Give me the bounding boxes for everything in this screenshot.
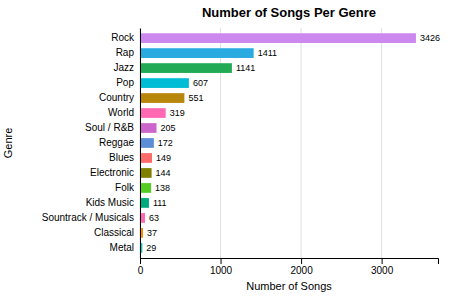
tick-label: Blues <box>109 152 134 163</box>
data-label: 29 <box>146 243 156 253</box>
data-label: 1141 <box>236 63 255 73</box>
bar <box>140 153 152 163</box>
tick: Country <box>99 92 140 103</box>
tick-label: Rock <box>111 32 135 43</box>
tick-label: Pop <box>116 77 134 88</box>
data-label: 144 <box>156 168 171 178</box>
tick-label: Metal <box>110 242 134 253</box>
bars <box>140 33 416 253</box>
grid-line <box>140 28 141 258</box>
tick: World <box>108 107 140 118</box>
axis-line <box>141 259 439 265</box>
tick-label: Soul / R&B <box>85 122 134 133</box>
tick: 3000 <box>371 258 394 276</box>
data-label: 111 <box>153 198 167 208</box>
tick: 0 <box>138 258 144 276</box>
bar <box>140 138 154 148</box>
tick-label: Reggae <box>99 137 134 148</box>
bar <box>140 123 157 133</box>
y-axis-title: Genre <box>2 128 14 159</box>
tick-mark <box>382 258 383 264</box>
tick-label: Sountrack / Musicals <box>42 212 134 223</box>
data-label: 205 <box>161 123 176 133</box>
bar <box>140 93 184 103</box>
data-labels: 29 37 63 111 138 144 149 172 205 319551 607 1141141… <box>146 33 440 253</box>
grid-line <box>220 28 221 258</box>
tick-label: 1000 <box>210 265 233 276</box>
data-label: 551 <box>188 93 203 103</box>
tick-label: Kids Music <box>86 197 134 208</box>
title: Number of Songs Per Genre <box>202 5 376 20</box>
tick: Soul / R&B <box>85 122 140 133</box>
data-label: 172 <box>158 138 173 148</box>
chart-container: 0 1000 2000 3000 Metal Classical Sountrack / M… <box>0 0 474 296</box>
data-label: 1411 <box>258 48 277 58</box>
data-label: 63 <box>149 213 159 223</box>
tick-label: Electronic <box>90 167 134 178</box>
axis-line <box>140 29 141 259</box>
bar <box>140 108 166 118</box>
data-label: 607 <box>193 78 208 88</box>
tick: Rock <box>111 32 140 43</box>
tick: Reggae <box>99 137 140 148</box>
data-label: 149 <box>156 153 171 163</box>
tick-mark <box>140 258 141 264</box>
grid-line <box>381 28 382 258</box>
bar <box>140 78 189 88</box>
bar <box>140 33 416 43</box>
tick: Rap <box>116 47 140 58</box>
tick-label: Jazz <box>113 62 134 73</box>
bar <box>140 168 152 178</box>
tick: Blues <box>109 152 140 163</box>
tick-label: 3000 <box>371 265 394 276</box>
data-label: 3426 <box>420 33 440 43</box>
tick-label: Country <box>99 92 134 103</box>
x-axis: 0 1000 2000 3000 <box>138 258 439 276</box>
tick: 1000 <box>210 258 233 276</box>
tick: Kids Music <box>86 197 140 208</box>
data-label: 37 <box>147 228 157 238</box>
tick: Jazz <box>113 62 140 73</box>
tick-label: World <box>108 107 134 118</box>
plot: 0 1000 2000 3000 Metal Classical Sountrack / M… <box>42 28 440 276</box>
data-label: 138 <box>155 183 170 193</box>
data-label: 319 <box>170 108 185 118</box>
x-axis-title: Number of Songs <box>246 280 332 292</box>
grid <box>140 28 382 258</box>
tick-label: Classical <box>94 227 134 238</box>
bar <box>140 183 151 193</box>
tick-mark <box>221 258 222 264</box>
tick-label: 0 <box>138 265 144 276</box>
bar <box>140 63 232 73</box>
tick: Classical <box>94 227 140 238</box>
tick-mark <box>301 258 302 264</box>
tick: 2000 <box>290 258 313 276</box>
tick-label: 2000 <box>290 265 313 276</box>
bar <box>140 48 254 58</box>
tick-label: Folk <box>115 182 135 193</box>
tick: Pop <box>116 77 140 88</box>
tick-label: Rap <box>116 47 135 58</box>
grid-line <box>301 28 302 258</box>
bar <box>140 198 149 208</box>
tick: Folk <box>115 182 140 193</box>
tick: Electronic <box>90 167 140 178</box>
tick: Metal <box>110 242 140 253</box>
tick: Sountrack / Musicals <box>42 212 140 223</box>
y-axis: Metal Classical Sountrack / Musicals Kids M… <box>42 29 141 259</box>
chart-svg: 0 1000 2000 3000 Metal Classical Sountrack / M… <box>0 0 474 296</box>
